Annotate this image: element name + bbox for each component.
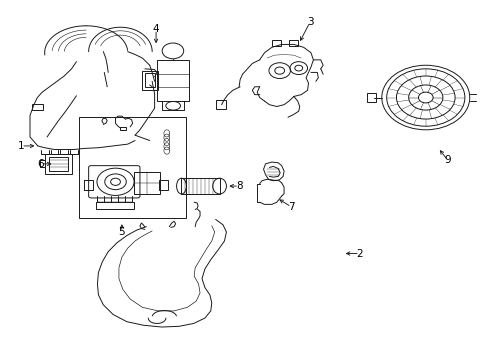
Text: 2: 2: [357, 248, 363, 258]
Text: 5: 5: [119, 227, 125, 237]
Bar: [159, 180, 168, 190]
Text: 4: 4: [153, 24, 159, 35]
Bar: [367, 93, 376, 102]
Text: 3: 3: [307, 17, 313, 27]
Text: 9: 9: [444, 155, 451, 165]
Bar: [134, 172, 160, 194]
Bar: [289, 40, 298, 45]
Bar: [96, 202, 134, 209]
Bar: [216, 100, 226, 109]
Bar: [145, 73, 155, 87]
Bar: [49, 157, 68, 171]
Bar: [79, 117, 186, 218]
Bar: [121, 127, 126, 130]
Bar: [181, 178, 220, 194]
Text: 6: 6: [37, 159, 44, 169]
Text: 1: 1: [18, 141, 24, 151]
Bar: [157, 60, 189, 101]
Bar: [45, 154, 72, 174]
Text: 8: 8: [236, 181, 243, 191]
Text: 7: 7: [288, 202, 294, 212]
Bar: [272, 40, 281, 45]
Bar: [84, 180, 93, 190]
Bar: [32, 104, 43, 110]
Bar: [143, 71, 158, 90]
